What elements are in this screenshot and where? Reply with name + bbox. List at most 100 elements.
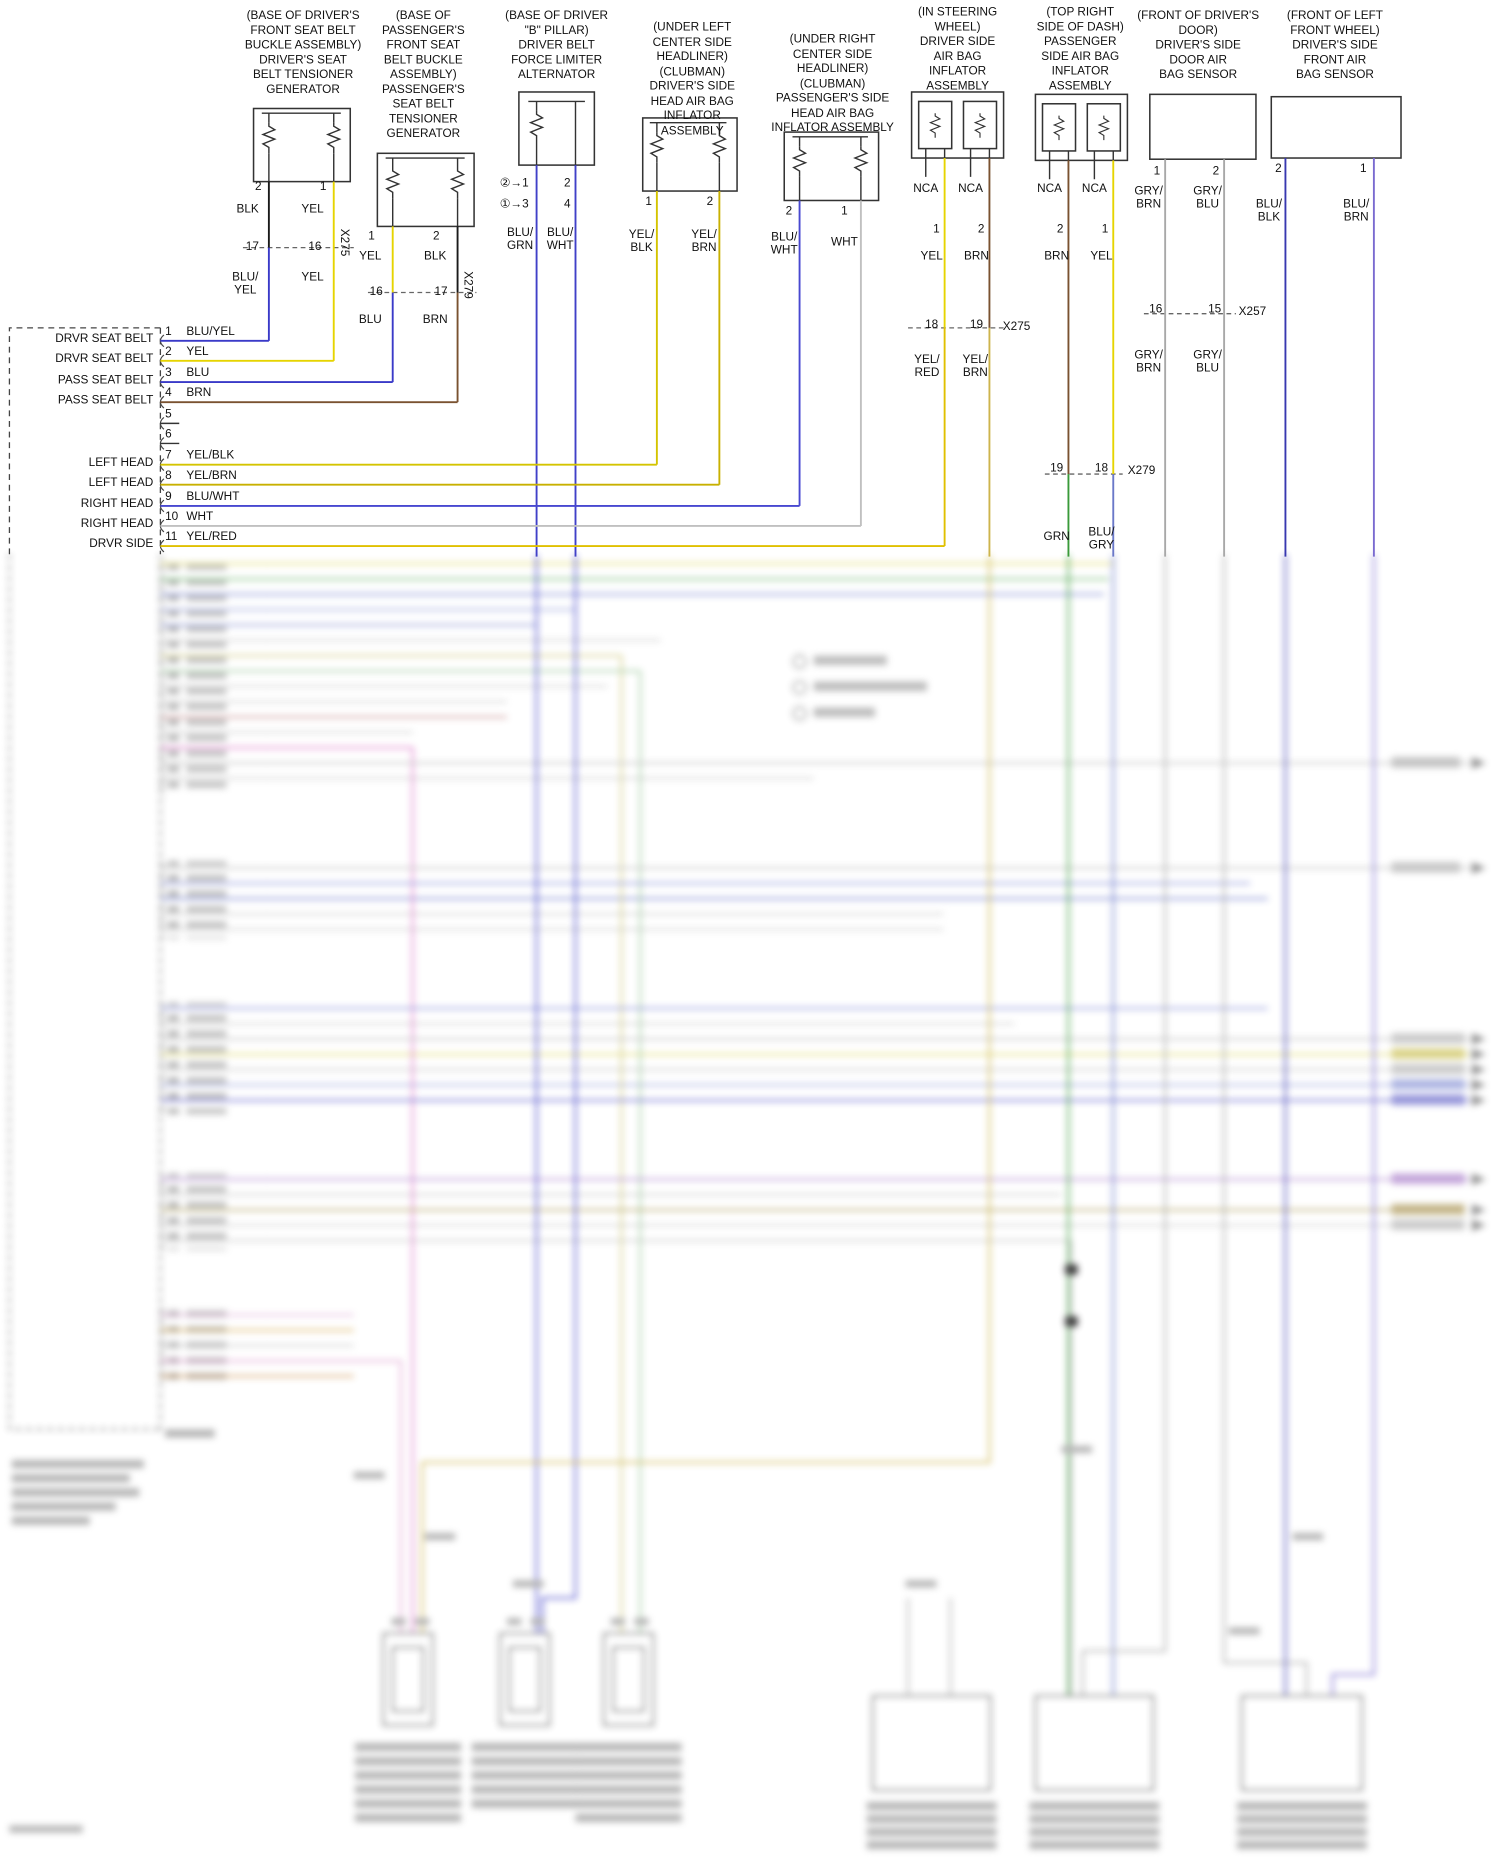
pin-label: 1	[645, 195, 652, 209]
nca-label: NCA	[1081, 182, 1107, 196]
connector-row-wire: YEL/BRN	[186, 469, 237, 483]
connector-row-label: DRVR SIDE	[89, 537, 154, 551]
wire-label: YEL	[301, 202, 324, 216]
pin-label: 2	[563, 176, 571, 190]
blurred-lower-diagram	[0, 554, 1500, 1861]
connector-row-wire: BLU/WHT	[186, 490, 240, 504]
connector-row-label: RIGHT HEAD	[80, 497, 154, 511]
wire-label: YEL/ RED	[914, 353, 940, 380]
component-title: (BASE OF DRIVER "B" PILLAR) DRIVER BELT …	[505, 9, 609, 82]
pin-label: 2	[1212, 165, 1220, 179]
connector-name: X279	[1127, 464, 1156, 478]
connector-row-wire: BRN	[186, 386, 212, 400]
connector-row-pin: 7	[165, 449, 172, 463]
connector-row-wire: BLU/YEL	[186, 325, 235, 339]
blurred-left-note	[9, 1429, 215, 1833]
pin-label: 1	[1101, 222, 1109, 236]
component-title: (BASE OF DRIVER'S FRONT SEAT BELT BUCKLE…	[244, 9, 362, 97]
connector-row-label: DRVR SEAT BELT	[55, 332, 154, 346]
squib-symbols	[261, 100, 1114, 227]
connector-row-label: LEFT HEAD	[88, 456, 154, 470]
component-title: (UNDER LEFT CENTER SIDE HEADLINER) (CLUB…	[649, 21, 735, 138]
wire-label: BLU/ GRN	[506, 226, 534, 253]
component-boxes	[252, 91, 1402, 228]
connector-pin-label: 15	[1208, 303, 1222, 317]
blurred-legend	[792, 654, 927, 721]
pin-label: 2	[706, 195, 714, 209]
component-title: (IN STEERING WHEEL) DRIVER SIDE AIR BAG …	[917, 5, 998, 93]
wire-label: BLU/ BLK	[1255, 198, 1283, 225]
wire-label: YEL/ BRN	[691, 228, 717, 255]
blurred-wires	[160, 554, 1470, 1696]
wire-label: GRY/ BRN	[1134, 349, 1163, 376]
blurred-inline-connector-blobs	[1064, 1264, 1078, 1327]
connector-name: X279	[461, 271, 475, 299]
connector-row-pin: 10	[165, 510, 179, 524]
wire-label: BRN	[422, 313, 448, 327]
connector-pin-label: 19	[1050, 462, 1064, 476]
connector-row-label: PASS SEAT BELT	[57, 393, 154, 407]
wire-label: YEL	[1090, 250, 1113, 263]
connector-row-label: RIGHT HEAD	[80, 517, 154, 531]
module-connector-outline	[8, 327, 162, 555]
wire-label: YEL/ BRN	[962, 353, 989, 380]
connector-row-pin: 2	[165, 345, 172, 359]
connector-pin-label: 17	[434, 285, 448, 299]
connector-pin-label: 16	[308, 240, 322, 254]
connector-row-label: LEFT HEAD	[88, 476, 154, 490]
connector-pin-label: 18	[1094, 462, 1109, 476]
connector-name: X275	[337, 228, 351, 257]
component-title: (BASE OF PASSENGER'S FRONT SEAT BELT BUC…	[382, 9, 465, 141]
pin-label: 2	[254, 180, 262, 194]
connector-row-pin: 6	[165, 428, 172, 442]
nca-label: NCA	[1037, 182, 1063, 196]
connector-pin-label: 16	[369, 285, 383, 299]
nca-label: NCA	[913, 182, 939, 196]
wire-label: BLU/ WHT	[770, 231, 798, 258]
component-title: (FRONT OF LEFT FRONT WHEEL) DRIVER'S SID…	[1286, 9, 1384, 82]
blurred-bottom-right-labels	[866, 1801, 1367, 1850]
connector-pin-label: 16	[1149, 303, 1163, 317]
pin-label: 1	[1153, 165, 1161, 179]
connector-row-pin: 8	[165, 469, 172, 483]
pin-label: 1	[933, 222, 940, 236]
blurred-lines	[8, 554, 1486, 1850]
wire-label: BLU/ GRY	[1088, 525, 1115, 552]
connector-continuation	[8, 554, 162, 1430]
wire-label: BLK	[236, 202, 259, 216]
component-title: (TOP RIGHT SIDE OF DASH) PASSENGER SIDE …	[1036, 5, 1124, 93]
nca-label: NCA	[958, 182, 984, 196]
connector-row-wire: YEL/RED	[186, 530, 237, 544]
blurred-bottom-left-components	[382, 1632, 655, 1727]
pin-label: 1	[1359, 162, 1367, 176]
blurred-offpage-refs	[1391, 757, 1486, 1232]
wire-label: WHT	[830, 235, 858, 249]
wire-label: YEL	[920, 250, 943, 263]
connector-row-label: PASS SEAT BELT	[57, 373, 154, 387]
connector-pin-label: 19	[969, 318, 984, 332]
wire-label: BLK	[424, 250, 447, 263]
pin-label: ②→1	[499, 176, 529, 190]
connector-pin-label: 17	[245, 240, 259, 254]
component-title: (FRONT OF DRIVER'S DOOR) DRIVER'S SIDE D…	[1137, 9, 1260, 82]
pin-label: 4	[563, 198, 571, 212]
connector-row-pin: 5	[165, 408, 172, 422]
connector-row-pin: 4	[165, 386, 172, 400]
connector-row-pin: 1	[165, 325, 172, 339]
wire-label: YEL/ BLK	[628, 228, 655, 255]
wire-label: BLU/ WHT	[546, 226, 574, 253]
wire-label: GRN	[1043, 530, 1070, 544]
connector-row-pin: 11	[165, 530, 178, 544]
connector-row-wire: WHT	[186, 510, 214, 524]
pin-label: 2	[1056, 222, 1064, 236]
wires	[160, 158, 1375, 557]
connector-pin-label: 18	[925, 318, 939, 332]
pin-label: 2	[977, 222, 985, 236]
wire-label: BRN	[964, 250, 989, 263]
blurred-bottom-right-components	[871, 1695, 1363, 1791]
wire-label: BLU	[358, 313, 382, 327]
connector-row-wire: YEL	[186, 345, 209, 359]
wire-label: YEL	[301, 271, 324, 285]
connector-row-label: DRVR SEAT BELT	[55, 352, 154, 366]
